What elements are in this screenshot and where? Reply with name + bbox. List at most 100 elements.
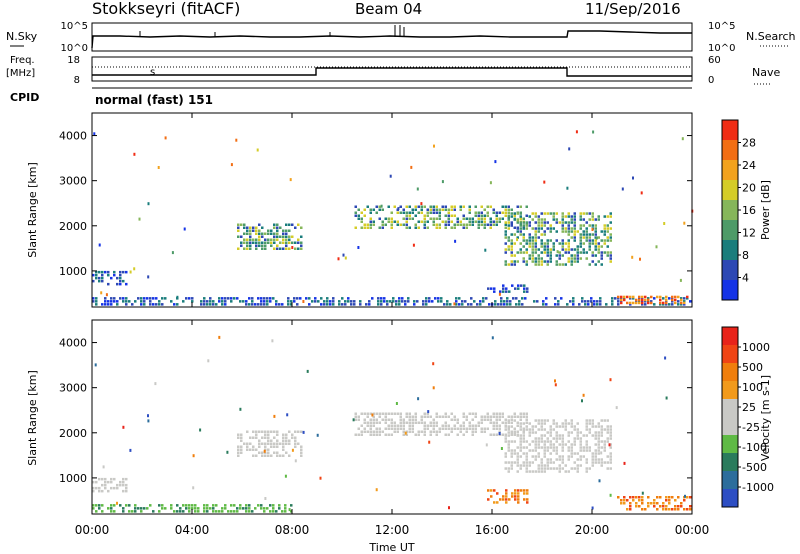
heatmap-cell <box>426 424 429 427</box>
heatmap-cell <box>525 440 528 443</box>
heatmap-cell <box>276 232 279 235</box>
heatmap-cell <box>401 300 404 303</box>
heatmap-cell <box>507 440 510 443</box>
heatmap-cell <box>495 223 498 226</box>
heatmap-cell <box>164 297 167 300</box>
heatmap-cell <box>375 488 378 492</box>
heatmap-cell <box>614 297 617 300</box>
heatmap-cell <box>555 263 558 266</box>
heatmap-cell <box>600 428 603 431</box>
heatmap-cell <box>555 467 558 470</box>
heatmap-cell <box>517 284 520 287</box>
heatmap-cell <box>125 477 128 481</box>
heatmap-cell <box>480 205 483 208</box>
heatmap-cell <box>524 297 527 300</box>
heatmap-cell <box>501 421 504 424</box>
heatmap-cell <box>567 251 570 254</box>
heatmap-cell <box>552 215 555 218</box>
heatmap-cell <box>543 248 546 251</box>
heatmap-cell <box>561 458 564 461</box>
heatmap-cell <box>417 220 420 223</box>
colorbar-swatch <box>722 435 738 453</box>
heatmap-cell <box>567 455 570 458</box>
heatmap-cell <box>609 257 612 260</box>
heatmap-cell <box>537 470 540 473</box>
heatmap-cell <box>561 440 564 443</box>
heatmap-cell <box>498 292 501 296</box>
heatmap-cell <box>411 415 414 418</box>
heatmap-cell <box>522 461 525 464</box>
heatmap-cell <box>683 297 686 300</box>
heatmap-cell <box>261 436 264 439</box>
heatmap-cell <box>567 470 570 473</box>
heatmap-cell <box>276 433 279 436</box>
nave-label: Nave <box>752 66 780 79</box>
heatmap-cell <box>555 425 558 428</box>
heatmap-cell <box>98 489 101 493</box>
heatmap-cell <box>579 458 582 461</box>
heatmap-cell <box>519 443 522 446</box>
heatmap-cell <box>594 248 597 251</box>
heatmap-cell <box>267 229 270 232</box>
heatmap-cell <box>297 223 300 226</box>
heatmap-cell <box>603 224 606 227</box>
heatmap-cell <box>554 297 557 300</box>
heatmap-cell <box>506 303 509 306</box>
heatmap-cell <box>390 418 393 421</box>
heatmap-cell <box>134 300 137 303</box>
heatmap-cell <box>531 242 534 245</box>
heatmap-cell <box>567 245 570 248</box>
heatmap-cell <box>93 132 96 136</box>
heatmap-cell <box>306 369 309 373</box>
heatmap-cell <box>519 415 522 418</box>
heatmap-cell <box>375 205 378 208</box>
heatmap-cell <box>555 452 558 455</box>
heatmap-cell <box>500 297 503 300</box>
heatmap-cell <box>629 508 632 511</box>
heatmap-cell <box>384 415 387 418</box>
heatmap-cell <box>249 232 252 235</box>
heatmap-cell <box>570 254 573 257</box>
heatmap-cell <box>372 424 375 427</box>
heatmap-cell <box>609 260 612 263</box>
heatmap-cell <box>569 300 572 303</box>
heatmap-cell <box>546 263 549 266</box>
heatmap-cell <box>504 251 507 254</box>
heatmap-cell <box>218 297 221 300</box>
station-title: Stokkseyri (fitACF) <box>92 0 240 18</box>
heatmap-cell <box>558 464 561 467</box>
heatmap-cell <box>510 421 513 424</box>
heatmap-cell <box>620 295 623 299</box>
heatmap-cell <box>363 208 366 211</box>
heatmap-cell <box>426 412 429 415</box>
heatmap-cell <box>206 303 209 306</box>
heatmap-cell <box>468 427 471 430</box>
heatmap-cell <box>450 418 453 421</box>
heatmap-cell <box>293 297 296 300</box>
heatmap-cell <box>360 424 363 427</box>
heatmap-cell <box>104 483 107 487</box>
heatmap-cell <box>600 239 603 242</box>
heatmap-cell <box>626 295 629 299</box>
heatmap-cell <box>378 427 381 430</box>
heatmap-cell <box>239 300 242 303</box>
heatmap-cell <box>546 245 549 248</box>
heatmap-cell <box>255 448 258 451</box>
heatmap-cell <box>486 415 489 418</box>
heatmap-cell <box>245 504 248 507</box>
heatmap-cell <box>199 428 202 432</box>
heatmap-cell <box>380 303 383 306</box>
heatmap-cell <box>597 461 600 464</box>
heatmap-cell <box>549 239 552 242</box>
heatmap-cell <box>297 430 300 433</box>
heatmap-cell <box>414 214 417 217</box>
heatmap-cell <box>486 205 489 208</box>
heatmap-cell <box>543 443 546 446</box>
heatmap-cell <box>600 425 603 428</box>
heatmap-cell <box>561 437 564 440</box>
heatmap-cell <box>573 257 576 260</box>
heatmap-cell <box>576 248 579 251</box>
heatmap-cell <box>597 245 600 248</box>
heatmap-cell <box>246 445 249 448</box>
